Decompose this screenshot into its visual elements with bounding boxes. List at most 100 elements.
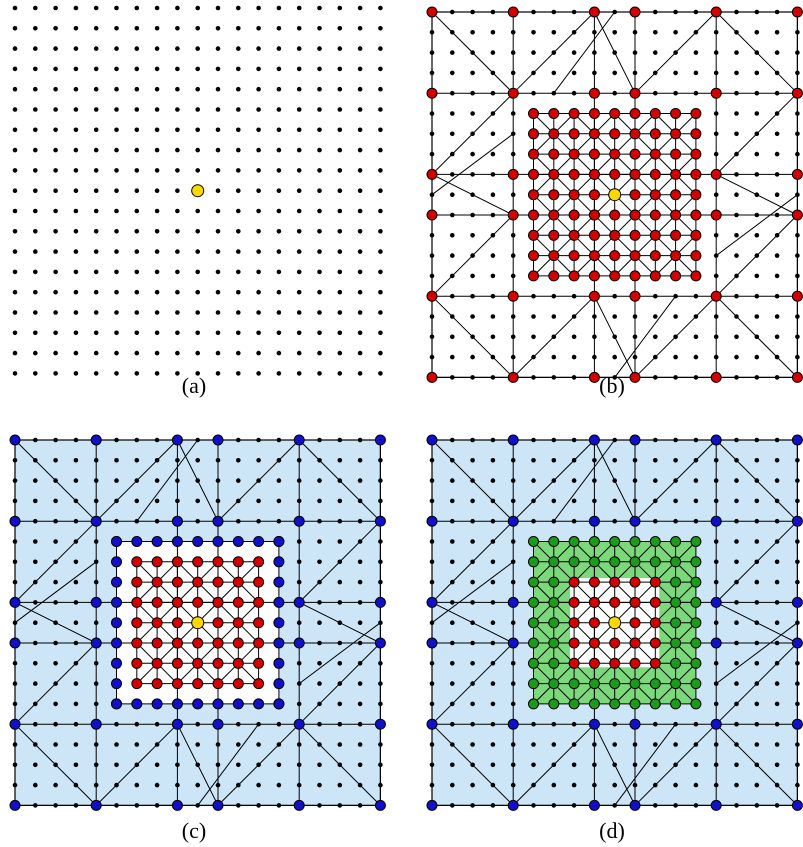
grid-point bbox=[154, 518, 160, 524]
grid-point bbox=[256, 437, 261, 443]
blue-vertex bbox=[293, 515, 305, 527]
red-vertex bbox=[609, 168, 621, 180]
grid-point bbox=[256, 721, 261, 727]
grid-point bbox=[754, 354, 760, 360]
red-vertex bbox=[690, 128, 702, 140]
grid-point bbox=[551, 314, 557, 319]
grid-point bbox=[93, 762, 99, 768]
grid-point bbox=[429, 192, 435, 197]
grid-point bbox=[754, 620, 760, 625]
grid-point bbox=[510, 50, 516, 55]
grid-point bbox=[12, 559, 18, 565]
grid-point bbox=[175, 310, 180, 315]
grid-point bbox=[73, 579, 79, 585]
grid-point bbox=[12, 742, 18, 747]
grid-point bbox=[134, 762, 140, 768]
grid-point bbox=[531, 721, 536, 727]
grid-point bbox=[134, 782, 140, 788]
grid-point bbox=[215, 371, 221, 376]
blue-vertex bbox=[212, 718, 224, 730]
grid-point bbox=[12, 66, 18, 72]
grid-point bbox=[795, 314, 800, 319]
grid-point bbox=[713, 742, 719, 747]
grid-point bbox=[337, 681, 343, 686]
grid-point bbox=[33, 478, 38, 483]
grid-point bbox=[673, 70, 678, 76]
blue-vertex bbox=[273, 678, 285, 690]
grid-point bbox=[12, 269, 18, 275]
grid-point bbox=[215, 498, 221, 504]
grid-point bbox=[33, 803, 38, 808]
grid-point bbox=[713, 782, 719, 788]
grid-point bbox=[490, 354, 496, 360]
panel-b bbox=[426, 6, 803, 383]
grid-point bbox=[236, 147, 241, 153]
blue-vertex bbox=[710, 434, 722, 446]
grid-point bbox=[774, 661, 780, 666]
grid-point bbox=[470, 640, 475, 646]
grid-point bbox=[774, 782, 780, 788]
grid-point bbox=[774, 111, 780, 116]
mesh-edge bbox=[553, 11, 616, 94]
grid-point bbox=[195, 127, 200, 133]
grid-point bbox=[378, 350, 383, 356]
blue-vertex bbox=[232, 698, 244, 710]
grid-point bbox=[114, 289, 119, 295]
grid-point bbox=[276, 803, 282, 808]
grid-point bbox=[33, 518, 38, 524]
grid-point bbox=[592, 314, 597, 319]
blue-vertex bbox=[374, 637, 386, 649]
grid-point bbox=[93, 147, 99, 153]
grid-point bbox=[73, 26, 79, 31]
grid-point bbox=[296, 208, 302, 214]
red-vertex bbox=[609, 128, 621, 140]
grid-point bbox=[317, 310, 322, 315]
grid-point bbox=[73, 208, 79, 214]
grid-point bbox=[429, 233, 435, 238]
grid-point bbox=[33, 640, 38, 646]
red-vertex bbox=[629, 209, 641, 221]
grid-point bbox=[53, 371, 58, 376]
red-vertex bbox=[568, 270, 580, 282]
blue-vertex bbox=[273, 617, 285, 629]
grid-point bbox=[114, 229, 119, 234]
grid-point bbox=[53, 782, 58, 788]
grid-point bbox=[571, 762, 577, 768]
grid-point bbox=[673, 354, 678, 360]
grid-point bbox=[53, 46, 58, 51]
grid-point bbox=[175, 742, 180, 747]
grid-point bbox=[551, 762, 557, 768]
grid-point bbox=[378, 269, 383, 275]
mesh-edge bbox=[136, 439, 199, 522]
grid-point bbox=[754, 192, 760, 197]
grid-point bbox=[754, 803, 760, 808]
grid-point bbox=[531, 762, 536, 768]
grid-point bbox=[114, 458, 119, 463]
grid-point bbox=[195, 371, 200, 376]
grid-point bbox=[795, 579, 800, 585]
grid-point bbox=[531, 498, 536, 504]
grid-point bbox=[215, 762, 221, 768]
grid-point bbox=[774, 640, 780, 646]
grid-point bbox=[490, 742, 496, 747]
grid-point bbox=[754, 70, 760, 76]
grid-point bbox=[531, 742, 536, 747]
grid-point bbox=[510, 559, 516, 565]
grid-point bbox=[490, 579, 496, 585]
grid-point bbox=[450, 111, 455, 116]
blue-vertex bbox=[293, 434, 305, 446]
grid-point bbox=[490, 661, 496, 666]
grid-point bbox=[378, 229, 383, 234]
grid-point bbox=[429, 273, 435, 279]
grid-point bbox=[53, 289, 58, 295]
grid-point bbox=[93, 269, 99, 275]
grid-point bbox=[510, 151, 516, 157]
grid-point bbox=[12, 147, 18, 153]
grid-point bbox=[114, 437, 119, 443]
grid-point bbox=[510, 701, 516, 707]
grid-point bbox=[734, 579, 739, 585]
grid-point bbox=[470, 192, 475, 197]
grid-point bbox=[357, 46, 363, 51]
grid-point bbox=[317, 681, 322, 686]
grid-point bbox=[154, 478, 160, 483]
